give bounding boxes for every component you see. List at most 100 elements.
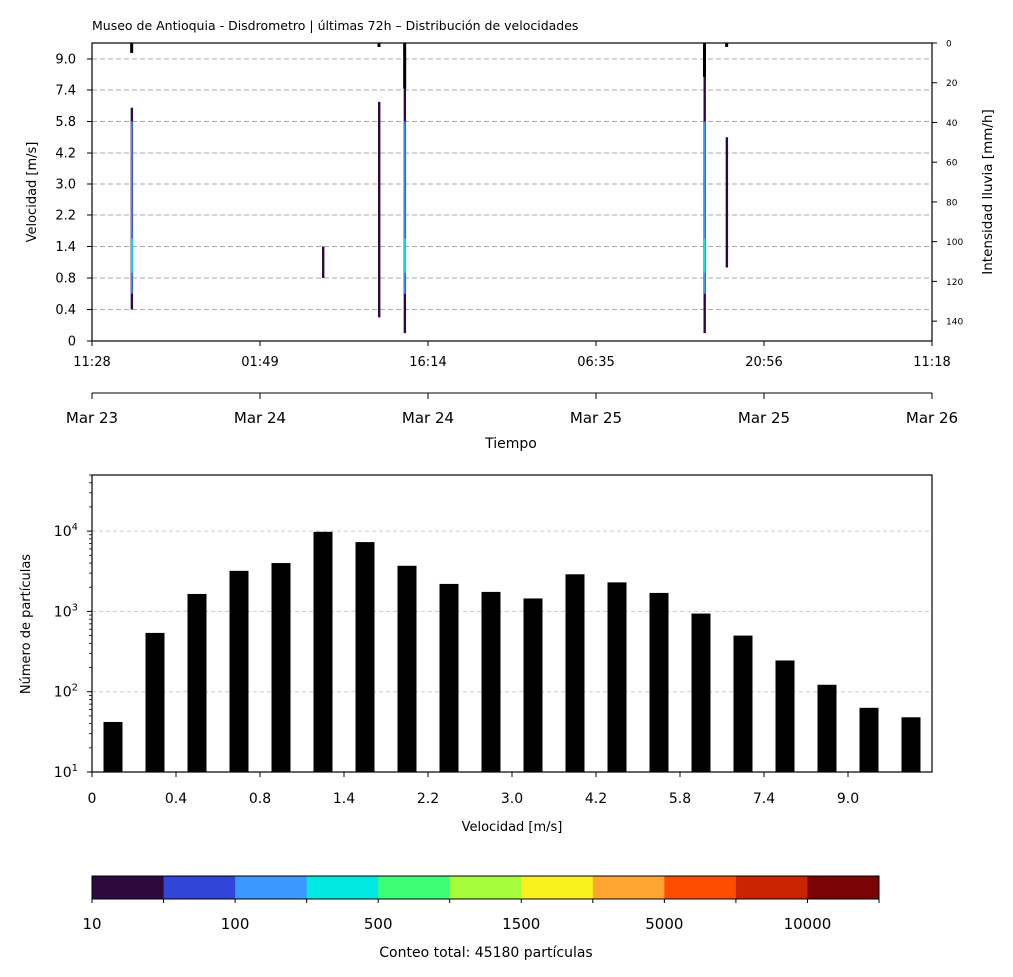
top-y2-tick-label: 40 (946, 119, 958, 129)
rain-event-streak (725, 137, 729, 268)
top-y-axis: 0 0.4 0.8 1.4 2.2 3.0 4.2 5.8 7.4 9.0 (55, 53, 92, 350)
y-axis-label-velocidad: Velocidad [m/s] (25, 142, 40, 243)
x-axis-label-velocidad: Velocidad [m/s] (462, 820, 563, 835)
top-time-tick-label: 20:56 (745, 355, 782, 370)
colorbar-segment (235, 876, 308, 899)
top-y-tick-label: 0 (68, 335, 76, 350)
histogram-bar (439, 583, 459, 772)
colorbar-tick-label: 5000 (645, 915, 683, 933)
histogram-bar (523, 598, 543, 772)
top-y-tick-label: 9.0 (55, 53, 76, 68)
histogram-bar (649, 592, 669, 772)
rain-intensity-spike (725, 43, 729, 47)
colorbar-segment (664, 876, 737, 899)
rain-event-peak (703, 238, 706, 273)
rain-intensity-spike (403, 43, 407, 89)
top-y-tick-label: 2.2 (55, 209, 76, 224)
top-y2-axis: 0 20 40 60 80 100 120 140 (932, 40, 963, 328)
y2-axis-label-intensidad: Intensidad lluvia [mm/h] (980, 109, 996, 274)
bottom-x-tick-label: 4.2 (585, 791, 607, 807)
colorbar-segment (735, 876, 808, 899)
top-time-tick-label: 01:49 (241, 355, 278, 370)
top-time-axis: 11:28 01:49 16:14 06:35 20:56 11:18 (73, 341, 951, 370)
bottom-x-axis: 0 0.4 0.8 1.4 2.2 3.0 4.2 5.8 7.4 9.0 (88, 772, 859, 807)
colorbar-tick-label: 500 (364, 915, 393, 933)
bottom-x-tick-label: 7.4 (753, 791, 775, 807)
histogram-bar (817, 684, 837, 772)
rain-intensity-spike (377, 43, 381, 47)
bottom-x-tick-label: 2.2 (417, 791, 439, 807)
histogram-bar (397, 565, 417, 772)
top-y-tick-label: 4.2 (55, 147, 76, 162)
top-time-tick-label: 06:35 (577, 355, 614, 370)
bottom-x-tick-label: 3.0 (501, 791, 523, 807)
histogram-bar (187, 593, 207, 772)
colorbar-segment (306, 876, 379, 899)
histogram-bar (229, 570, 249, 772)
top-date-tick-label: Mar 24 (234, 409, 286, 427)
colorbar-label: Conteo total: 45180 partículas (379, 945, 592, 961)
colorbar-segment (592, 876, 665, 899)
colorbar-tick-label: 10 (82, 915, 101, 933)
colorbar-segment (449, 876, 522, 899)
bottom-x-tick-label: 1.4 (333, 791, 355, 807)
top-date-tick-label: Mar 25 (570, 409, 622, 427)
top-y-tick-label: 3.0 (55, 178, 76, 193)
histogram-bar (901, 717, 921, 772)
top-date-tick-label: Mar 23 (66, 409, 118, 427)
bottom-x-tick-label: 5.8 (669, 791, 691, 807)
histogram-bar (691, 613, 711, 772)
bottom-y-tick-label: 104 (54, 522, 78, 540)
top-y-tick-label: 5.8 (55, 115, 76, 130)
chart-title: Museo de Antioquia - Disdrometro | últim… (92, 18, 578, 33)
top-time-tick-label: 16:14 (409, 355, 446, 370)
top-y2-tick-label: 80 (946, 198, 958, 208)
histogram-bar (859, 707, 879, 772)
colorbar-segment (521, 876, 594, 899)
rain-intensity-spike (703, 43, 706, 77)
rain-event-core (703, 121, 706, 294)
bottom-plot-frame (91, 474, 933, 773)
colorbar-tick-label: 100 (221, 915, 250, 933)
bottom-x-tick-label: 9.0 (837, 791, 859, 807)
bottom-y-axis: 101 102 103 104 (54, 474, 92, 781)
bottom-y-tick-label: 103 (54, 602, 78, 620)
top-y-tick-label: 0.8 (55, 272, 76, 287)
rain-event-core (131, 121, 133, 294)
colorbar-segment (92, 876, 165, 899)
colorbar-segment (378, 876, 451, 899)
top-time-tick-label: 11:28 (73, 355, 110, 370)
colorbar-segment (807, 876, 880, 899)
histogram-bar (271, 563, 291, 772)
bottom-x-tick-label: 0 (88, 791, 97, 807)
top-y2-tick-label: 120 (946, 278, 963, 288)
colorbar-ticks: 10 100 500 1500 5000 10000 (82, 899, 880, 933)
rain-event-core (404, 121, 406, 294)
y-axis-label-particulas: Número de partículas (19, 554, 34, 694)
histogram-bar (565, 574, 585, 772)
top-y-tick-label: 1.4 (55, 240, 76, 255)
histogram-bar (481, 591, 501, 772)
rain-event-streak (378, 101, 381, 318)
top-date-tick-label: Mar 25 (738, 409, 790, 427)
bottom-x-tick-label: 0.8 (249, 791, 271, 807)
colorbar-tick-label: 1500 (502, 915, 540, 933)
rain-event-streak (322, 246, 325, 278)
top-y-tick-label: 0.4 (55, 303, 76, 318)
top-y2-tick-label: 60 (946, 159, 958, 169)
top-date-tick-label: Mar 26 (906, 409, 958, 427)
bottom-y-tick-label: 102 (54, 683, 78, 701)
top-plot-frame (91, 42, 933, 342)
top-time-tick-label: 11:18 (913, 355, 950, 370)
top-date-tick-label: Mar 24 (402, 409, 454, 427)
colorbar-segment (163, 876, 236, 899)
bottom-grid (92, 530, 932, 693)
top-y2-tick-label: 20 (946, 79, 958, 89)
colorbar (92, 876, 880, 899)
top-y2-tick-label: 140 (946, 318, 963, 328)
histogram-bar (145, 632, 165, 772)
histogram-bar (313, 531, 333, 772)
histogram-bar (607, 582, 627, 772)
bottom-y-tick-label: 101 (54, 763, 78, 781)
top-grid (92, 58, 932, 310)
